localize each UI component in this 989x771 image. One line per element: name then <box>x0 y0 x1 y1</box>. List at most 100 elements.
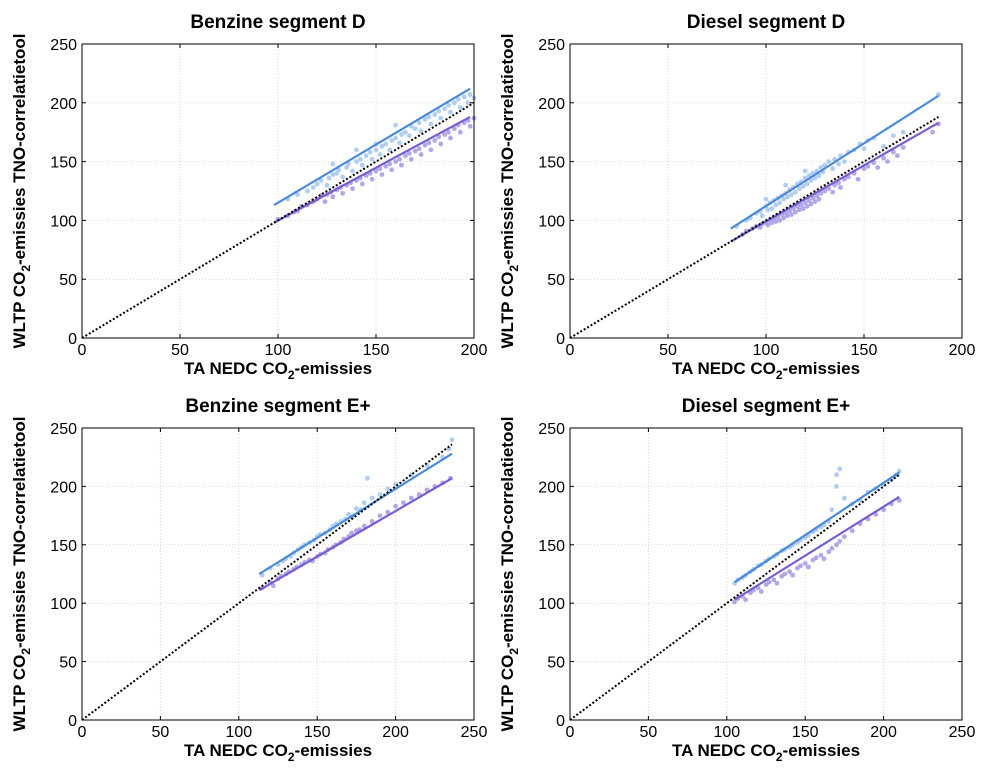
data-point-upper <box>467 92 473 97</box>
y-tick-label: 250 <box>50 37 77 54</box>
data-point-lower <box>438 141 444 147</box>
fit-line-lower <box>730 121 940 243</box>
data-point-upper <box>406 133 412 139</box>
data-point-lower <box>813 555 819 561</box>
data-point-lower <box>349 530 355 536</box>
data-point-lower <box>930 129 935 135</box>
y-tick-label: 150 <box>538 155 565 172</box>
x-tick-label: 50 <box>640 724 658 741</box>
data-point-lower <box>855 176 861 182</box>
x-axis-label: TA NEDC CO2-emissies <box>672 359 860 382</box>
data-point-lower <box>774 580 780 586</box>
data-point-lower <box>408 156 414 162</box>
data-point-upper <box>769 206 775 212</box>
data-point-lower <box>408 495 414 501</box>
x-axis-label: TA NEDC CO2-emissies <box>184 359 372 382</box>
data-point-lower <box>379 172 385 177</box>
data-point-lower <box>842 534 847 540</box>
y-tick-label: 0 <box>68 331 77 348</box>
data-point-lower <box>806 198 812 203</box>
data-point-lower <box>383 163 389 169</box>
x-tick-label: 50 <box>152 724 170 741</box>
y-tick-label: 250 <box>538 421 565 438</box>
diagonal-reference-line <box>569 473 900 721</box>
data-point-upper <box>418 128 424 134</box>
data-point-lower <box>805 564 811 570</box>
x-axis-label: TA NEDC CO2-emissies <box>184 741 372 764</box>
data-point-lower <box>467 123 473 129</box>
chart-title: Benzine segment D <box>190 12 365 33</box>
y-tick-label: 0 <box>68 713 77 730</box>
data-point-upper <box>428 121 434 127</box>
data-point-lower <box>446 129 451 135</box>
x-tick-label: 0 <box>566 724 575 741</box>
data-point-lower <box>399 162 404 168</box>
data-point-lower <box>885 159 890 165</box>
y-tick-label: 0 <box>556 331 565 348</box>
data-point-upper <box>369 495 375 501</box>
data-point-upper <box>340 174 346 180</box>
x-tick-label: 200 <box>382 724 409 741</box>
y-tick-label: 200 <box>538 479 565 496</box>
data-point-upper <box>397 140 402 146</box>
data-point-upper <box>802 168 808 174</box>
data-point-upper <box>436 108 442 114</box>
y-tick-label: 100 <box>538 213 565 230</box>
data-point-upper <box>783 182 788 188</box>
data-point-lower <box>849 528 855 534</box>
y-tick-label: 50 <box>59 655 77 672</box>
data-point-upper <box>359 162 365 168</box>
x-tick-label: 250 <box>461 724 488 741</box>
data-point-upper <box>379 143 385 149</box>
data-point-upper <box>383 141 389 147</box>
data-point-upper <box>765 207 771 213</box>
data-point-upper <box>432 112 438 117</box>
y-axis-label: WLTP CO2-emissies TNO-correlatietool <box>10 417 33 732</box>
data-point-lower <box>822 188 828 194</box>
data-point-lower <box>385 509 391 515</box>
y-tick-label: 50 <box>547 655 565 672</box>
data-point-lower <box>403 153 408 159</box>
data-point-upper <box>785 194 790 200</box>
data-point-lower <box>802 561 808 566</box>
data-point-lower <box>270 583 276 589</box>
x-tick-label: 150 <box>851 342 878 359</box>
x-tick-label: 100 <box>713 724 740 741</box>
data-point-lower <box>758 589 764 594</box>
data-point-upper <box>881 143 886 149</box>
data-point-upper <box>834 472 839 478</box>
data-point-upper <box>314 181 320 187</box>
data-point-lower <box>422 142 428 148</box>
data-point-lower <box>432 138 438 143</box>
data-point-upper <box>438 115 444 121</box>
data-point-lower <box>861 166 867 172</box>
data-point-upper <box>457 105 463 110</box>
data-point-upper <box>777 200 783 206</box>
data-point-lower <box>393 159 398 165</box>
data-point-upper <box>377 152 383 157</box>
data-point-upper <box>367 149 373 155</box>
chart-panel-2: 0 50 100 150 200 0 50 100 150 200 250 Diesel segmen… <box>498 12 975 382</box>
data-point-lower <box>330 194 336 200</box>
data-point-lower <box>781 215 787 221</box>
data-point-upper <box>818 165 824 170</box>
data-point-upper <box>796 186 802 192</box>
x-tick-label: 0 <box>78 342 87 359</box>
data-point-upper <box>812 175 818 181</box>
chart-panel-3: 0 50 100 150 200 250 0 50 100 150 200 250 Benzine se… <box>10 396 487 764</box>
axes-frame <box>81 427 475 721</box>
data-point-upper <box>461 94 467 100</box>
data-point-upper <box>350 168 355 174</box>
data-point-lower <box>765 222 771 228</box>
data-point-upper <box>295 192 300 197</box>
data-point-upper <box>354 506 359 511</box>
x-tick-label: 100 <box>265 342 292 359</box>
data-point-upper <box>344 165 349 170</box>
data-point-lower <box>834 542 839 548</box>
data-point-lower <box>773 219 779 224</box>
y-tick-label: 250 <box>50 421 77 438</box>
data-point-upper <box>773 202 779 208</box>
chart-title: Benzine segment E+ <box>185 396 370 417</box>
data-point-upper <box>330 172 336 177</box>
data-point-upper <box>452 100 457 106</box>
